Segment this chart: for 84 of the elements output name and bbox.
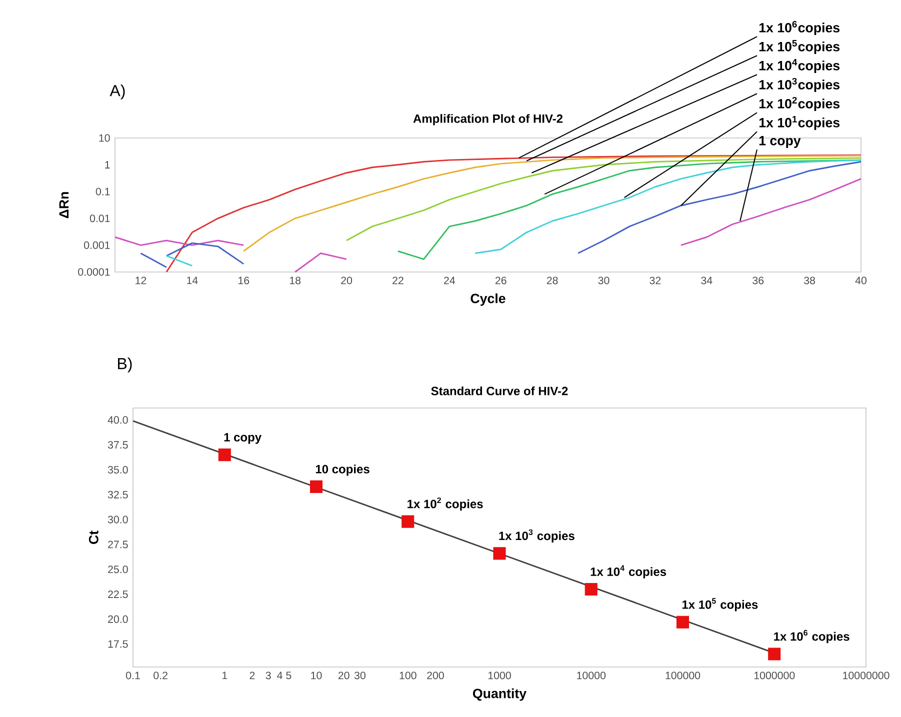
y-tick-label: 0.1 (96, 188, 110, 196)
x-tick-label: 30 (354, 672, 366, 680)
line-series (577, 161, 862, 254)
x-tick-label: 200 (427, 672, 444, 680)
annotation: 1x 10$^{6}$copies (759, 20, 840, 36)
point (584, 583, 598, 596)
x-tick-label: 10000000 (843, 672, 890, 680)
annotation: 1x 10$^{4}$ copies (590, 565, 666, 578)
annotation: 10 copies (316, 464, 370, 476)
annotation: 1x 10$^{1}$copies (759, 116, 840, 130)
y-tick-label: 35.0 (108, 466, 128, 474)
annotation: 1x 10$^{3}$copies (759, 78, 840, 92)
line-series (166, 242, 244, 265)
chart-title: Amplification Plot of HIV-2 (413, 114, 563, 126)
annotation: 1x 10$^{6}$ copies (774, 630, 850, 644)
x-tick-label: 100000 (666, 672, 700, 680)
x-tick-label: 4 (277, 672, 282, 680)
y-tick-label: 27.5 (108, 540, 128, 548)
y-tick-label: 30.0 (108, 516, 128, 524)
x-tick-label: 20 (338, 672, 350, 680)
y-tick-label: 1 (105, 161, 110, 168)
y-tick-label: 37.5 (108, 441, 128, 449)
x-tick-label: 28 (546, 276, 558, 284)
y-tick-label: 10 (99, 134, 110, 142)
x-tick-label: 12 (136, 276, 146, 284)
x-tick-label: 38 (804, 276, 816, 284)
x-tick-label: 10 (311, 672, 322, 680)
x-tick-label: 2 (250, 672, 255, 680)
line-series (346, 157, 862, 242)
x-axis-title: Cycle (470, 293, 506, 306)
x-tick-label: 10000 (577, 672, 606, 680)
x-tick-label: 14 (187, 276, 198, 284)
point (218, 448, 231, 462)
x-tick-label: 1000000 (754, 672, 795, 680)
x-tick-label: 0.1 (126, 672, 140, 680)
y-tick-label: 40.0 (108, 416, 128, 424)
y-axis-title: ΔRn (59, 192, 69, 218)
x-tick-label: 5 (286, 672, 292, 680)
x-tick-label: 1000 (488, 672, 511, 680)
x-tick-label: 32 (650, 276, 661, 284)
text: B) (118, 358, 132, 372)
x-tick-label: 16 (238, 276, 250, 284)
x-tick-label: 40 (855, 276, 867, 284)
y-tick-label: 32.5 (108, 490, 128, 498)
y-axis-title: Ct (88, 530, 98, 544)
point (493, 547, 506, 560)
line-series (680, 178, 862, 246)
x-tick-label: 34 (701, 276, 712, 284)
x-axis-title: Quantity (473, 688, 526, 701)
annotation: 1x 10$^{5}$copies (759, 40, 840, 54)
y-tick-label: 0.01 (90, 214, 110, 222)
x-tick-label: 0.2 (154, 672, 168, 680)
y-tick-label: 22.5 (108, 590, 128, 598)
x-tick-label: 100 (400, 672, 416, 680)
x-tick-label: 22 (392, 276, 404, 284)
y-tick-label: 17.5 (108, 640, 128, 648)
x-tick-label: 36 (752, 276, 764, 284)
x-tick-label: 24 (444, 276, 456, 284)
annotation: 1x 10$^{5}$ copies (682, 598, 758, 612)
line-series (242, 154, 862, 252)
y-tick-label: 25.0 (108, 566, 128, 574)
annotation: 1 copy (224, 433, 262, 444)
annotation: 1 copy (759, 136, 801, 148)
point (768, 648, 781, 660)
line-series (166, 154, 862, 273)
x-tick-label: 1 (222, 672, 228, 680)
x-tick-label: 18 (290, 276, 301, 284)
chart-title: Standard Curve of HIV-2 (431, 386, 568, 396)
annotation: 1x 10$^{2}$ copies (408, 497, 483, 511)
annotation: 1x 10$^{4}$copies (759, 58, 840, 73)
point (310, 480, 323, 493)
text: A) (110, 84, 125, 100)
point (676, 616, 690, 628)
annotation: 1x 10$^{3}$ copies (499, 529, 574, 542)
line-series (474, 159, 862, 254)
y-tick-label: 0.0001 (78, 268, 110, 276)
x-tick-label: 30 (598, 276, 610, 284)
point (402, 515, 414, 528)
annotation: 1x 10$^{2}$copies (759, 96, 840, 112)
x-tick-label: 20 (341, 276, 352, 284)
y-tick-label: 0.001 (84, 241, 110, 249)
x-tick-label: 3 (266, 672, 271, 680)
y-tick-label: 20.0 (108, 615, 128, 623)
x-tick-label: 26 (495, 276, 506, 284)
